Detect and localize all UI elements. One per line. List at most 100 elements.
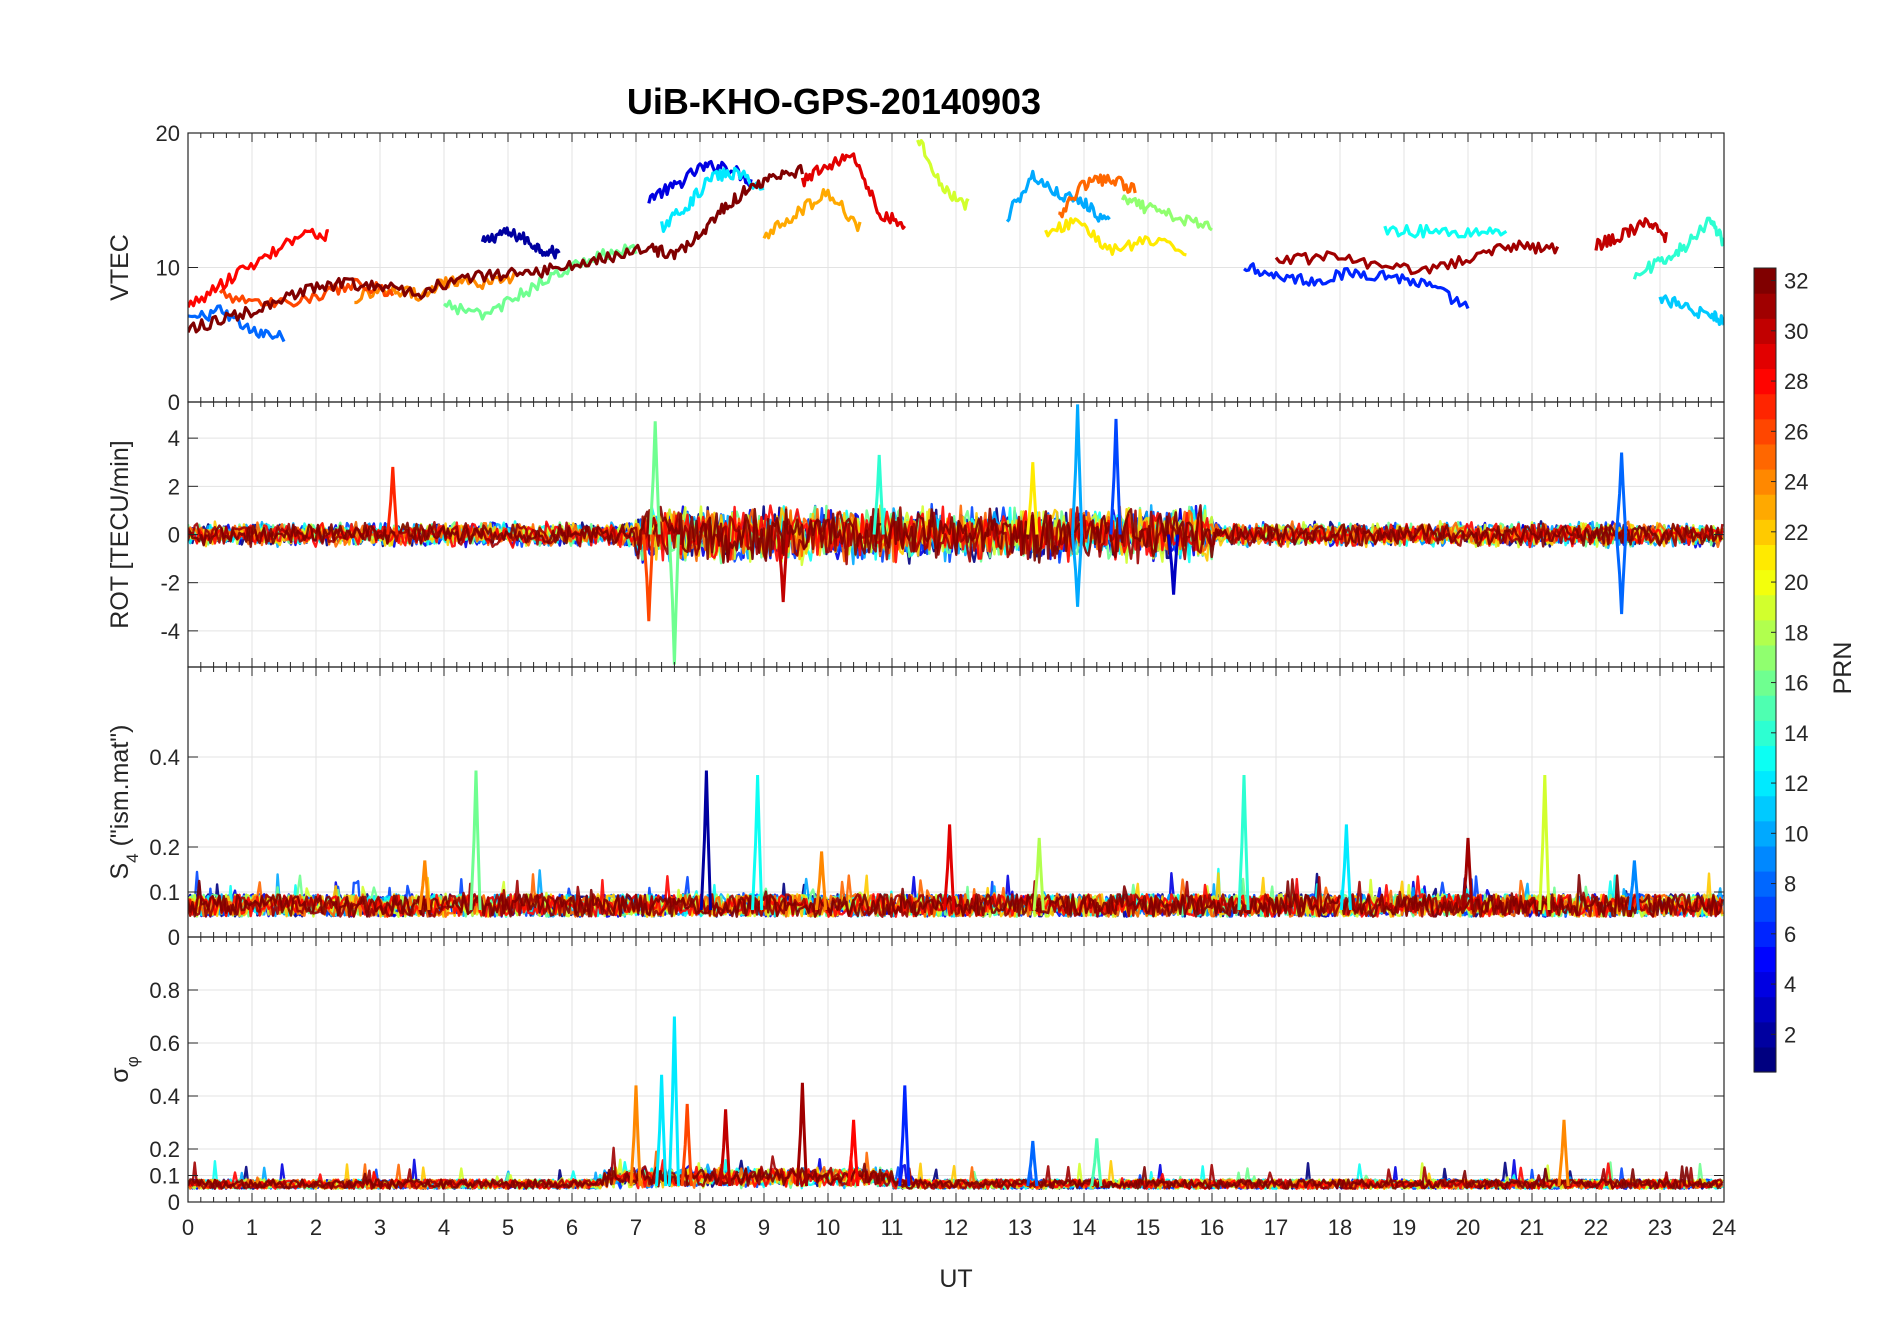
colorbar-swatch (1754, 946, 1776, 973)
spike-prn-27 (386, 466, 399, 535)
y-tick-label: -4 (160, 619, 180, 644)
spike-prn-12 (1339, 824, 1352, 911)
colorbar-swatch (1754, 469, 1776, 495)
spike-prn-29 (943, 824, 956, 911)
series-line-prn-13 (1383, 223, 1508, 239)
colorbar-swatch (1754, 318, 1776, 344)
y-tick-label: 2 (168, 474, 180, 499)
x-tick-label: 13 (1008, 1215, 1032, 1240)
series-line-prn-32 (188, 874, 1724, 918)
x-tick-label: 14 (1072, 1215, 1096, 1240)
colorbar-swatch (1754, 971, 1776, 998)
colorbar-swatch (1754, 293, 1776, 319)
colorbar-swatch (1754, 544, 1776, 571)
colorbar-tick-label: 8 (1784, 872, 1796, 897)
y-tick-label: 0.4 (149, 1084, 180, 1109)
colorbar-swatch (1754, 845, 1776, 872)
colorbar-swatch (1754, 770, 1776, 797)
x-ticks-rot (187, 402, 1725, 667)
y-axis-label-rot: ROT [TECU/min] (106, 440, 134, 628)
colorbar-swatch (1754, 695, 1776, 721)
y-axis-label-sigma-phi: σφ (106, 1056, 142, 1082)
series-line-prn-10 (1005, 169, 1111, 223)
colorbar-frame (1753, 267, 1777, 1073)
panel-vtec: 0 10 20 VTEC (106, 121, 1725, 415)
colorbar-tick-label: 32 (1784, 269, 1808, 294)
figure-title: UiB-KHO-GPS-20140903 (627, 81, 1041, 122)
x-ticks-s4 (187, 667, 1725, 937)
x-tick-label: 19 (1392, 1215, 1416, 1240)
colorbar-swatch (1754, 1021, 1776, 1048)
series-line-prn-31 (1274, 239, 1560, 276)
y-tick-label: 0 (168, 390, 180, 415)
spike-prn-16 (469, 770, 482, 911)
series-vtec (188, 139, 1724, 343)
series-rot (188, 404, 1724, 665)
spike-prn-8 (1615, 534, 1628, 615)
series-line-prn-32 (188, 1162, 1724, 1190)
y-axis-sigma-phi: 00.10.2 0.4 0.6 0.8 (149, 978, 1724, 1215)
x-tick-label: 18 (1328, 1215, 1352, 1240)
x-tick-label: 3 (374, 1215, 386, 1240)
x-tick-label: 23 (1648, 1215, 1672, 1240)
colorbar-tick-label: 28 (1784, 369, 1808, 394)
y-tick-label: 0.8 (149, 978, 180, 1003)
colorbar-swatch (1754, 619, 1776, 646)
spike-prn-19 (1538, 774, 1551, 911)
colorbar-swatch (1754, 418, 1776, 445)
colorbar-tick-label: 6 (1784, 922, 1796, 947)
colorbar-tick-label: 14 (1784, 721, 1808, 746)
spike-prn-8 (1615, 452, 1628, 535)
colorbar-swatch (1754, 670, 1776, 696)
series-line-prn-16 (442, 243, 638, 321)
spike-prn-24 (815, 851, 828, 911)
y-tick-label: 0.4 (149, 745, 180, 770)
colorbar-swatch (1754, 393, 1776, 420)
spike-prn-16 (667, 534, 680, 665)
spike-prn-18 (1032, 837, 1045, 911)
colorbar-swatch (1754, 896, 1776, 922)
spike-prn-28 (847, 1119, 860, 1187)
y-axis-label-s4: S4 ("ism.mat") (106, 724, 142, 879)
y-tick-label: 4 (168, 426, 180, 451)
y-tick-label: 0.2 (149, 1137, 180, 1162)
y-axis-s4: 0 0.1 0.2 0.4 (149, 745, 1724, 950)
y-tick-label: 0 (168, 925, 180, 950)
colorbar-swatch (1754, 368, 1776, 395)
spike-prn-14 (872, 454, 885, 535)
series-s4 (188, 770, 1724, 918)
x-tick-label: 5 (502, 1215, 514, 1240)
y-tick-label: 0 (168, 1190, 180, 1215)
colorbar-swatch (1754, 268, 1776, 294)
spike-prn-7 (1109, 418, 1122, 535)
colorbar-tick-label: 30 (1784, 319, 1808, 344)
colorbar-tick-label: 16 (1784, 671, 1808, 696)
x-tick-labels: 0 1 2 3 4 5 6 7 8 9 10 11 12 13 14 15 16 17 18 19 20 21 22 23 24 (182, 1215, 1736, 1240)
spike-prn-3 (1167, 534, 1180, 595)
y-tick-label: -2 (160, 571, 180, 596)
spike-prn-16 (648, 421, 661, 535)
colorbar-swatch (1754, 921, 1776, 947)
spike-prn-21 (1026, 462, 1039, 535)
x-tick-label: 12 (944, 1215, 968, 1240)
spike-prn-10 (1071, 404, 1084, 535)
y-tick-label: 20 (156, 121, 180, 146)
y-tick-label: 0.6 (149, 1031, 180, 1056)
series-line-prn-28 (188, 227, 329, 308)
x-tick-label: 9 (758, 1215, 770, 1240)
colorbar-swatch (1754, 820, 1776, 847)
spike-prn-31 (795, 1082, 808, 1187)
colorbar-swatch (1754, 343, 1776, 370)
spike-prn-24 (418, 860, 431, 911)
spike-prn-12 (655, 1074, 668, 1187)
x-tick-label: 8 (694, 1215, 706, 1240)
colorbar-swatch (1754, 569, 1776, 596)
colorbar-tick-label: 4 (1784, 972, 1796, 997)
grid-vtec (187, 132, 1725, 403)
colorbar-swatch (1754, 594, 1776, 621)
x-tick-label: 6 (566, 1215, 578, 1240)
colorbar-tick-label: 26 (1784, 419, 1808, 444)
series-line-prn-19 (916, 139, 970, 211)
